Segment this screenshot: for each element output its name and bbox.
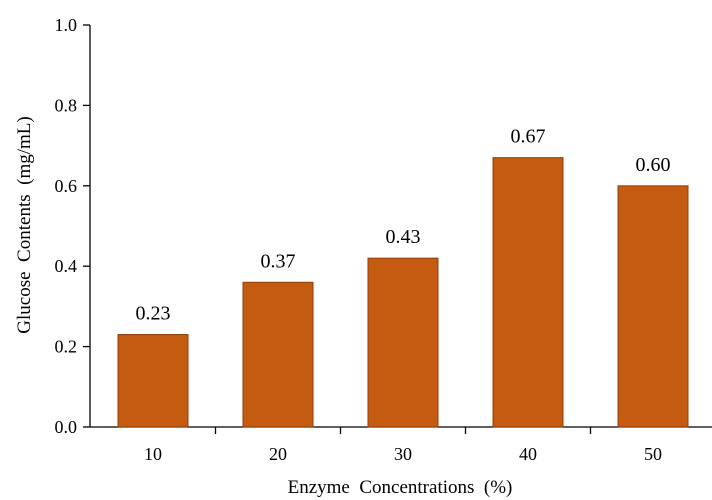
data-label-20: 0.37 (261, 250, 296, 272)
data-label-10: 0.23 (136, 303, 171, 325)
x-axis-ticks: 10 20 30 40 50 (144, 427, 662, 464)
y-tick-label: 0.0 (55, 417, 78, 437)
y-tick-label: 0.6 (55, 176, 78, 196)
bars (117, 157, 689, 428)
y-axis-title: Glucose Contents (mg/mL) (14, 116, 35, 333)
y-tick-label: 0.4 (55, 256, 78, 276)
x-tick-label: 30 (394, 444, 412, 464)
bar-20 (242, 281, 314, 428)
y-tick-label: 1.0 (55, 15, 78, 35)
x-tick-label: 50 (644, 444, 662, 464)
data-label-40: 0.67 (511, 126, 546, 148)
x-tick-label: 20 (269, 444, 287, 464)
data-label-30: 0.43 (386, 226, 421, 248)
bar-40 (492, 157, 564, 428)
bar-50 (617, 185, 689, 428)
x-tick-label: 10 (144, 444, 162, 464)
y-tick-label: 0.8 (55, 95, 78, 115)
y-tick-label: 0.2 (55, 337, 78, 357)
data-labels: 0.23 0.37 0.43 0.67 0.60 (136, 126, 671, 325)
bar-30 (367, 257, 439, 428)
x-tick-label: 40 (519, 444, 537, 464)
bar-10 (117, 334, 189, 428)
x-axis-title: Enzyme Concentrations (%) (288, 477, 513, 498)
y-axis-ticks: 0.0 0.2 0.4 0.6 0.8 1.0 (55, 15, 90, 437)
data-label-50: 0.60 (636, 154, 671, 176)
